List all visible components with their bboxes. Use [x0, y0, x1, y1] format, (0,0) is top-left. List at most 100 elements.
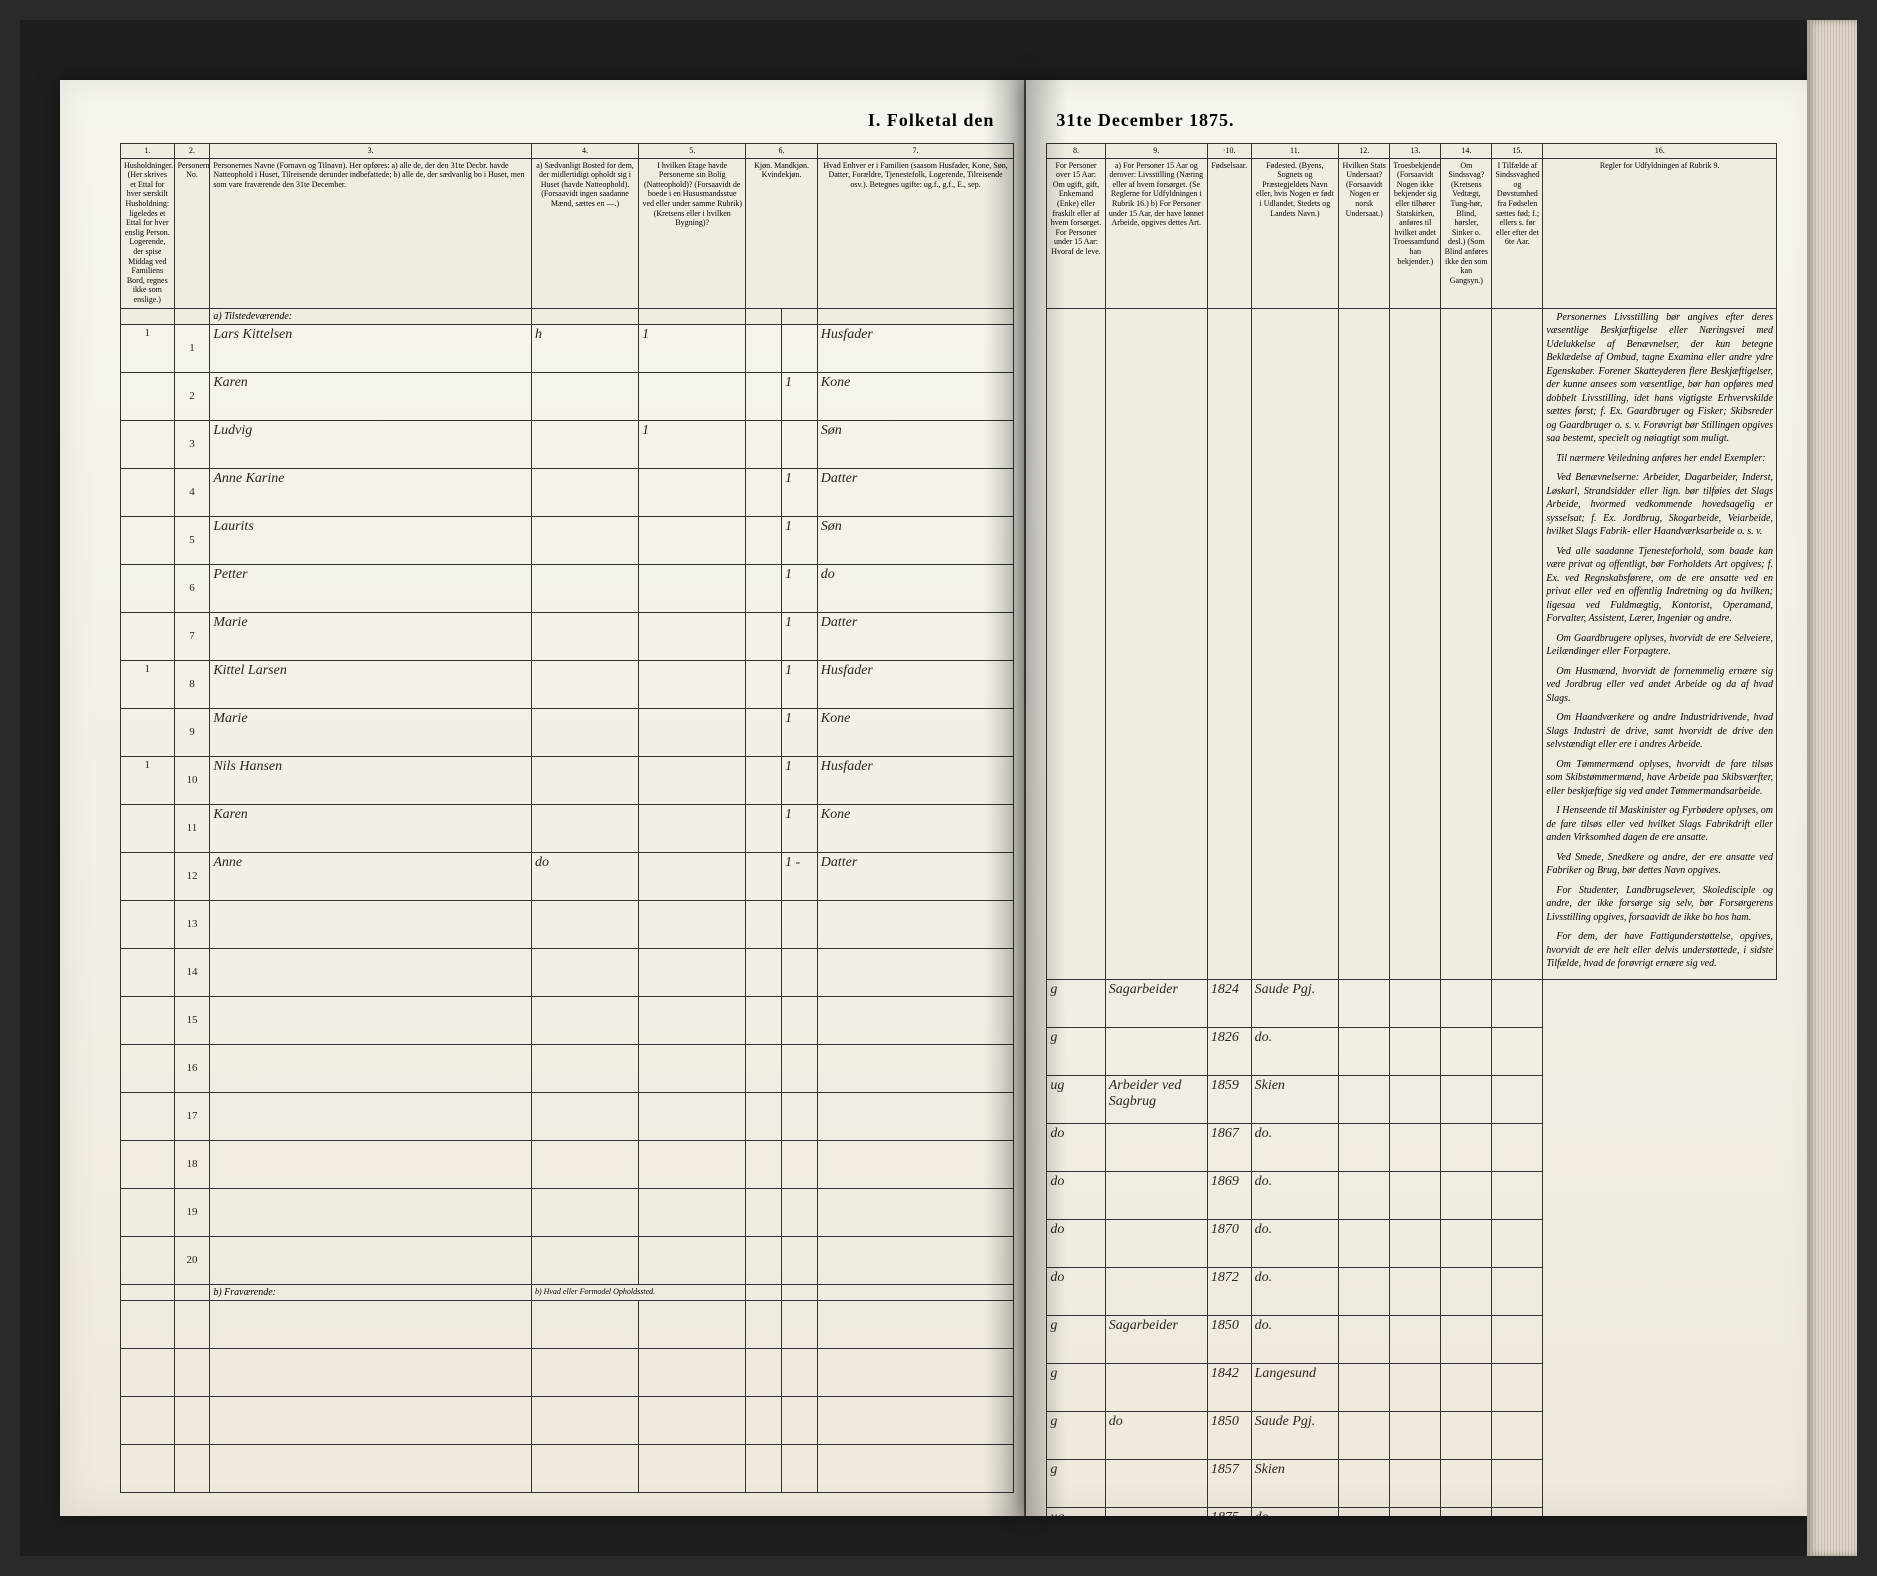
cell-dov: [1492, 1171, 1543, 1219]
cell-sex-m: [746, 324, 782, 372]
data-rows-left: 11Lars Kittelsenh1Husfader2Karen1Kone3Lu…: [121, 324, 1014, 900]
cell-civ: ug: [1047, 1507, 1105, 1516]
colheader: a) For Personer 15 Aar og derover: Livss…: [1105, 158, 1207, 308]
colheader: I Tilfælde af Sindssvaghed og Døvstumhed…: [1492, 158, 1543, 308]
cell-occ: [1105, 1267, 1207, 1315]
cell-no: 4: [174, 468, 210, 516]
cell-col5: [639, 468, 746, 516]
table-row: 3Ludvig1Søn: [121, 420, 1014, 468]
section-a-label: a) Tilstedeværende:: [210, 308, 532, 324]
cell-name: Anne Karine: [210, 468, 532, 516]
colnum: 3.: [210, 144, 532, 159]
cell-troes: [1390, 1075, 1441, 1123]
cell-hh: [121, 852, 175, 900]
fravar-rows-left: [121, 1300, 1014, 1492]
cell-sex-m: [746, 468, 782, 516]
cell-col5: [639, 756, 746, 804]
cell-occ: [1105, 1363, 1207, 1411]
page-title-right: 31te December 1875.: [1046, 110, 1777, 131]
colheader: I hvilken Etage havde Personerne sin Bol…: [639, 158, 746, 308]
cell-name: Anne: [210, 852, 532, 900]
cell-occ: Sagarbeider: [1105, 1315, 1207, 1363]
regler-text-cell: Personernes Livsstilling bør angives eft…: [1543, 308, 1777, 979]
cell-troes: [1390, 1123, 1441, 1171]
cell-name: Ludvig: [210, 420, 532, 468]
cell-dov: [1492, 1363, 1543, 1411]
cell-year: 1857: [1207, 1459, 1251, 1507]
cell-year: 1859: [1207, 1075, 1251, 1123]
colnum: 9.: [1105, 144, 1207, 159]
cell-sex-m: [746, 708, 782, 756]
table-row: ugArbeider ved Sagbrug1859Skien: [1047, 1075, 1777, 1123]
cell-year: 1850: [1207, 1315, 1251, 1363]
cell-undersaat: [1339, 1411, 1390, 1459]
colnum: 11.: [1251, 144, 1339, 159]
cell-fam: Søn: [817, 516, 1014, 564]
cell-sex-k: 1: [782, 612, 818, 660]
colheader: Personernes No.: [174, 158, 210, 308]
cell-hh: [121, 372, 175, 420]
cell-undersaat: [1339, 1027, 1390, 1075]
cell-sex-k: 1 -: [782, 852, 818, 900]
col-number-row: 8. 9. ·10. 11. 12. 13. 14. 15. 16.: [1047, 144, 1777, 159]
cell-fam: Husfader: [817, 660, 1014, 708]
cell-civ: g: [1047, 1363, 1105, 1411]
cell-col5: [639, 516, 746, 564]
cell-name: Marie: [210, 612, 532, 660]
cell-hh: [121, 468, 175, 516]
section-b-label: b) Fraværende:: [210, 1284, 532, 1300]
cell-sinds: [1441, 1459, 1492, 1507]
cell-sinds: [1441, 1219, 1492, 1267]
colnum: 16.: [1543, 144, 1777, 159]
cell-undersaat: [1339, 1075, 1390, 1123]
cell-undersaat: [1339, 1219, 1390, 1267]
table-row: gSagarbeider1850do.: [1047, 1315, 1777, 1363]
cell-col5: [639, 612, 746, 660]
table-row-empty: 14: [121, 948, 1014, 996]
cell-name: Marie: [210, 708, 532, 756]
cell-name: Nils Hansen: [210, 756, 532, 804]
cell-fam: Husfader: [817, 324, 1014, 372]
cell-dov: [1492, 1219, 1543, 1267]
cell-undersaat: [1339, 1315, 1390, 1363]
regler-paragraph: Om Tømmermænd oplyses, hvorvidt de fare …: [1546, 758, 1773, 799]
colheader: Om Sindssvag? (Kretsens Vedtægt, Tung-hø…: [1441, 158, 1492, 308]
colheader: Hvilken Stats Undersaat? (Forsaavidt Nog…: [1339, 158, 1390, 308]
cell-fam: Kone: [817, 372, 1014, 420]
cell-civ: g: [1047, 1459, 1105, 1507]
table-row-empty: 13: [121, 900, 1014, 948]
cell-name: Karen: [210, 804, 532, 852]
cell-sex-m: [746, 612, 782, 660]
cell-undersaat: [1339, 1171, 1390, 1219]
cell-fam: Husfader: [817, 756, 1014, 804]
cell-no: 12: [174, 852, 210, 900]
table-row-empty: 18: [121, 1140, 1014, 1188]
cell-civ: g: [1047, 1027, 1105, 1075]
cell-fam: Datter: [817, 612, 1014, 660]
colnum: 1.: [121, 144, 175, 159]
cell-col4: [531, 564, 638, 612]
cell-civ: ug: [1047, 1075, 1105, 1123]
cell-place: Skien: [1251, 1075, 1339, 1123]
regler-paragraph: For Studenter, Landbrugselever, Skoledis…: [1546, 884, 1773, 925]
cell-sinds: [1441, 1363, 1492, 1411]
cell-col5: 1: [639, 324, 746, 372]
table-row: do1869do.: [1047, 1171, 1777, 1219]
cell-col4: [531, 468, 638, 516]
cell-col4: [531, 420, 638, 468]
cell-civ: do: [1047, 1267, 1105, 1315]
regler-paragraph: Ved alle saadanne Tjenesteforhold, som b…: [1546, 545, 1773, 626]
cell-sex-m: [746, 804, 782, 852]
cell-troes: [1390, 1267, 1441, 1315]
title-left-text: I. Folketal den: [868, 110, 995, 130]
census-table-right: 8. 9. ·10. 11. 12. 13. 14. 15. 16. For P…: [1046, 143, 1777, 1516]
cell-sinds: [1441, 1315, 1492, 1363]
colnum: 5.: [639, 144, 746, 159]
cell-occ: Arbeider ved Sagbrug: [1105, 1075, 1207, 1123]
cell-sex-k: 1: [782, 564, 818, 612]
cell-col4: [531, 756, 638, 804]
table-row: 6Petter1do: [121, 564, 1014, 612]
cell-dov: [1492, 1123, 1543, 1171]
cell-place: do.: [1251, 1171, 1339, 1219]
cell-col4: do: [531, 852, 638, 900]
